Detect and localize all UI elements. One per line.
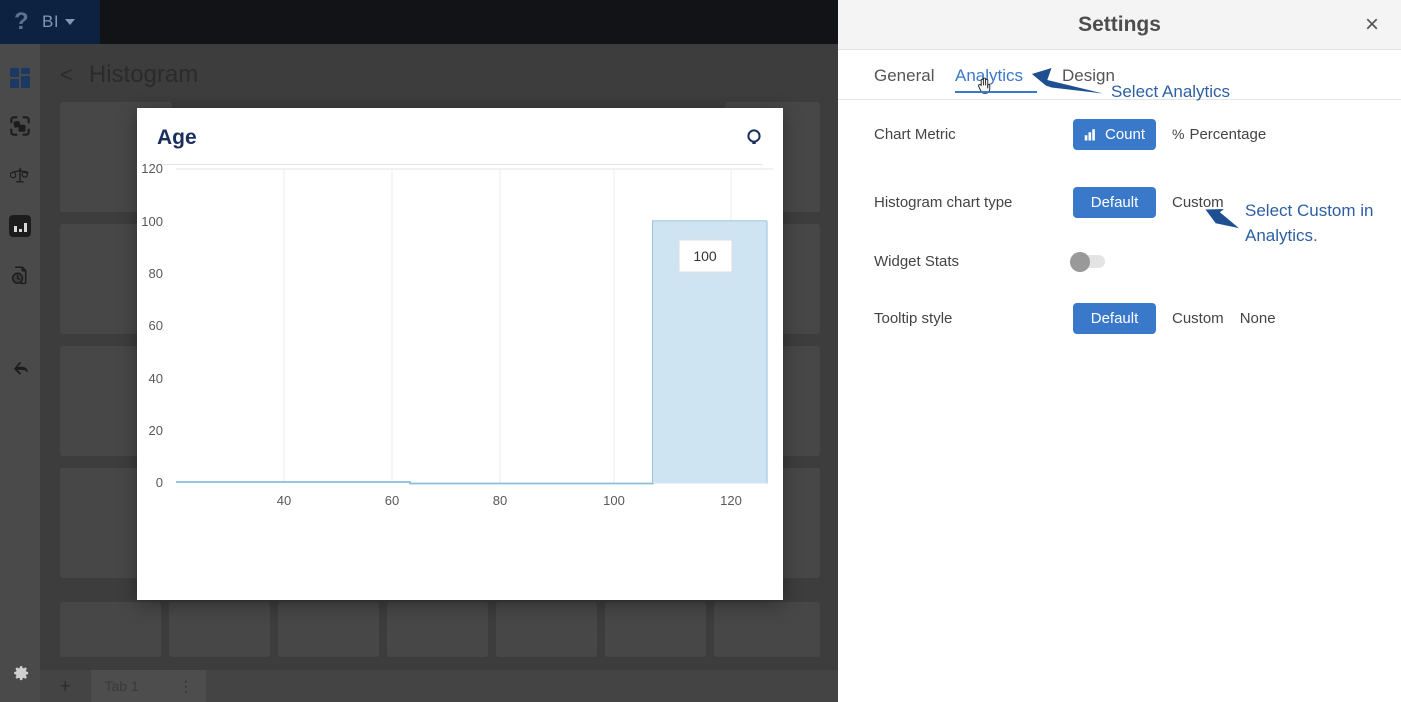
svg-text:60: 60 — [149, 318, 163, 333]
svg-text:80: 80 — [149, 266, 163, 281]
svg-text:100: 100 — [603, 493, 625, 508]
svg-text:100: 100 — [141, 214, 163, 229]
svg-text:100: 100 — [693, 248, 717, 264]
svg-text:80: 80 — [493, 493, 507, 508]
svg-text:20: 20 — [149, 423, 163, 438]
svg-text:40: 40 — [277, 493, 291, 508]
svg-text:0: 0 — [156, 475, 163, 490]
svg-text:120: 120 — [141, 161, 163, 176]
svg-text:40: 40 — [149, 371, 163, 386]
svg-text:?: ? — [14, 10, 29, 34]
svg-text:60: 60 — [385, 493, 399, 508]
svg-text:120: 120 — [720, 493, 742, 508]
